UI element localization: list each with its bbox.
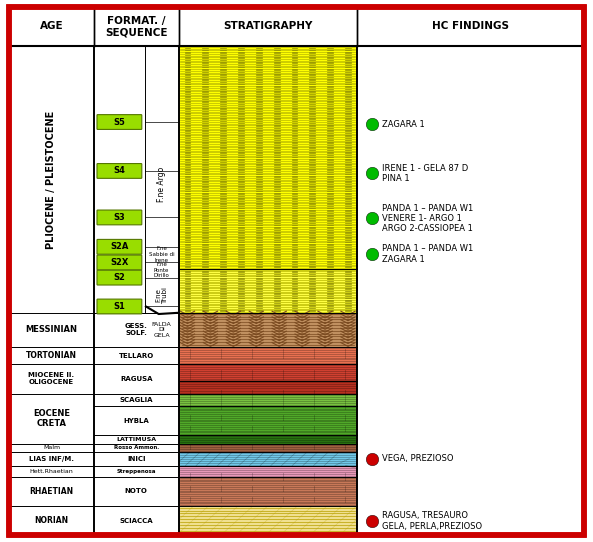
FancyBboxPatch shape (97, 114, 142, 130)
Text: S1: S1 (113, 302, 125, 311)
Text: S3: S3 (113, 213, 125, 222)
Text: PANDA 1 – PANDA W1
VENERE 1- ARGO 1
ARGO 2-CASSIOPEA 1: PANDA 1 – PANDA W1 VENERE 1- ARGO 1 ARGO… (382, 203, 474, 233)
Text: TELLARO: TELLARO (119, 353, 154, 359)
Bar (357, 46, 584, 535)
Bar (178, 435, 357, 443)
Text: F.ne
Sabbie di
Irene: F.ne Sabbie di Irene (149, 246, 174, 263)
Text: FALDA
DI
GELA: FALDA DI GELA (152, 322, 171, 338)
Text: S2X: S2X (110, 258, 129, 267)
FancyBboxPatch shape (97, 240, 142, 254)
Bar (178, 313, 357, 347)
Text: F.ne
Ponte
Dirillo: F.ne Ponte Dirillo (154, 262, 170, 279)
Text: PANDA 1 – PANDA W1
ZAGARA 1: PANDA 1 – PANDA W1 ZAGARA 1 (382, 244, 474, 264)
Text: MIOCENE II.
OLIGOCENE: MIOCENE II. OLIGOCENE (28, 372, 75, 385)
Bar (178, 269, 357, 313)
Text: RAGUSA: RAGUSA (120, 376, 152, 382)
Text: RAGUSA, TRESAURO
GELA, PERLA,PREZIOSO: RAGUSA, TRESAURO GELA, PERLA,PREZIOSO (382, 511, 483, 531)
Text: NORIAN: NORIAN (34, 517, 69, 525)
Text: LATTIMUSA: LATTIMUSA (116, 437, 157, 442)
Text: F.ne Argo: F.ne Argo (157, 167, 166, 202)
Text: Malm: Malm (43, 446, 60, 450)
Bar (178, 453, 357, 466)
Bar (178, 443, 357, 453)
Bar (178, 347, 357, 364)
Text: GESS.
SOLF.: GESS. SOLF. (125, 324, 148, 337)
Text: NOTO: NOTO (125, 488, 148, 494)
Text: Hett.Rhaetian: Hett.Rhaetian (30, 469, 74, 474)
Bar (9, 7, 584, 46)
FancyBboxPatch shape (97, 255, 142, 270)
Text: S5: S5 (113, 118, 125, 126)
Text: EOCENE
CRETA: EOCENE CRETA (33, 409, 70, 428)
Text: INICI: INICI (127, 456, 145, 462)
Text: TORTONIAN: TORTONIAN (26, 351, 77, 360)
Text: SCAGLIA: SCAGLIA (120, 397, 153, 403)
Text: RHAETIAN: RHAETIAN (30, 487, 74, 496)
Bar (178, 466, 357, 477)
Text: LIAS INF/M.: LIAS INF/M. (29, 456, 74, 462)
Bar (178, 477, 357, 506)
Bar (9, 46, 94, 535)
FancyBboxPatch shape (97, 210, 142, 225)
Text: PLIOCENE / PLEISTOCENE: PLIOCENE / PLEISTOCENE (46, 111, 56, 249)
Text: F.ne
Trubi: F.ne Trubi (155, 287, 168, 304)
Bar (94, 46, 178, 535)
Bar (178, 506, 357, 535)
FancyBboxPatch shape (97, 299, 142, 314)
Bar (178, 364, 357, 382)
Text: MESSINIAN: MESSINIAN (25, 326, 78, 334)
Text: Streppenosa: Streppenosa (117, 469, 156, 474)
Text: Rosso Ammon.: Rosso Ammon. (114, 446, 159, 450)
Text: S2A: S2A (110, 242, 129, 251)
Text: SCIACCA: SCIACCA (120, 518, 153, 524)
Text: STRATIGRAPHY: STRATIGRAPHY (223, 21, 313, 31)
Bar (178, 46, 357, 269)
Bar (178, 393, 357, 406)
Text: VEGA, PREZIOSO: VEGA, PREZIOSO (382, 454, 454, 463)
Bar (178, 406, 357, 435)
Text: S2: S2 (113, 273, 125, 282)
Text: HYBLA: HYBLA (123, 417, 149, 423)
Bar (178, 382, 357, 393)
FancyBboxPatch shape (97, 164, 142, 178)
FancyBboxPatch shape (97, 270, 142, 285)
Text: IRENE 1 - GELA 87 D
PINA 1: IRENE 1 - GELA 87 D PINA 1 (382, 164, 468, 183)
Text: FORMAT. /
SEQUENCE: FORMAT. / SEQUENCE (105, 16, 168, 37)
Text: S4: S4 (113, 166, 125, 176)
Text: HC FINDINGS: HC FINDINGS (432, 21, 509, 31)
Text: ZAGARA 1: ZAGARA 1 (382, 120, 425, 129)
Text: AGE: AGE (40, 21, 63, 31)
